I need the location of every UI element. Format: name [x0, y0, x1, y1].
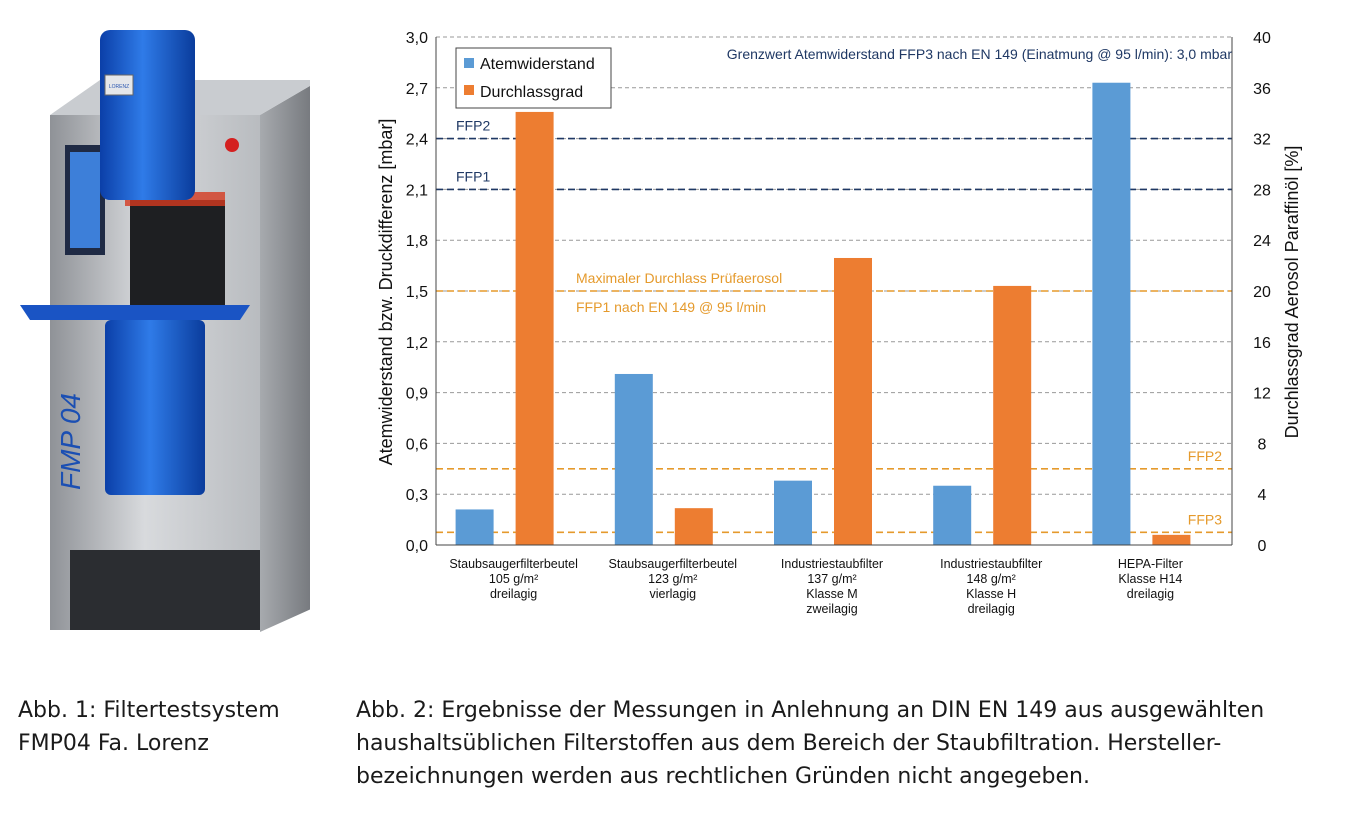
y-tick-left: 1,2 — [406, 335, 428, 352]
x-tick-label: Klasse H — [966, 587, 1016, 601]
legend-swatch-orange — [464, 85, 474, 95]
y-tick-right: 28 — [1253, 182, 1271, 199]
bars — [455, 82, 1191, 546]
y-tick-left: 2,4 — [406, 132, 428, 149]
caption-1-line: Abb. 1: Filtertestsystem — [18, 698, 280, 723]
x-tick-label: dreilagig — [968, 602, 1015, 616]
y-tick-right: 8 — [1258, 436, 1267, 453]
y-tick-left: 1,5 — [406, 284, 428, 301]
y-tick-left: 2,7 — [406, 81, 428, 98]
legend-box — [455, 47, 612, 109]
x-tick-label: Industriestaubfilter — [940, 557, 1042, 571]
y-tick-left: 1,8 — [406, 233, 428, 250]
reference-line-label: FFP2 — [456, 118, 490, 134]
y-axis-left-label: Atemwiderstand bzw. Druckdifferenz [mbar… — [376, 119, 396, 466]
y-tick-right: 12 — [1253, 386, 1271, 403]
caption-2-line: haushaltsüblichen Filterstoffen aus dem … — [356, 731, 1222, 756]
bar-durchlassgrad — [674, 508, 713, 545]
x-tick-label: 123 g/m² — [648, 572, 697, 586]
y-tick-left: 0,6 — [406, 436, 428, 453]
figure-2-caption: Abb. 2: Ergebnisse der Messungen in Anle… — [356, 694, 1356, 793]
caption-2-line: Abb. 2: Ergebnisse der Messungen in Anle… — [356, 698, 1265, 723]
x-tick-label: Staubsaugerfilterbeutel — [449, 557, 578, 571]
y-tick-right: 40 — [1253, 30, 1271, 47]
x-tick-label: Klasse M — [806, 587, 857, 601]
bar-atemwiderstand — [614, 373, 653, 545]
y-tick-left: 2,1 — [406, 182, 428, 199]
x-tick-label: 105 g/m² — [489, 572, 538, 586]
y-tick-right: 4 — [1258, 487, 1267, 504]
x-tick-label: zweilagig — [806, 602, 857, 616]
x-tick-label: Klasse H14 — [1118, 572, 1182, 586]
x-tick-label: vierlagig — [650, 587, 697, 601]
y-tick-left: 0,0 — [406, 538, 428, 555]
bar-durchlassgrad — [1152, 534, 1191, 545]
chart-note-grenzwert: Grenzwert Atemwiderstand FFP3 nach EN 14… — [727, 46, 1233, 62]
photo-machine-label: FMP 04 — [55, 393, 86, 490]
y-tick-left: 0,9 — [406, 386, 428, 403]
y-tick-right: 32 — [1253, 132, 1271, 149]
bar-durchlassgrad — [834, 257, 872, 545]
axes: 0,0 0 0,3 4 0,6 8 0,9 12 1,2 16 1,5 20 1,8 24 2,1 28 2,4… — [406, 30, 1271, 616]
bar-durchlassgrad — [993, 285, 1032, 545]
bar-atemwiderstand — [933, 485, 972, 545]
x-tick-label: 148 g/m² — [967, 572, 1016, 586]
legend-label-durchlassgrad: Durchlassgrad — [480, 84, 583, 101]
y-axis-right-label: Durchlassgrad Aerosol Paraffinöl [%] — [1282, 146, 1302, 439]
x-tick-label: HEPA-Filter — [1118, 557, 1183, 571]
x-tick-label: Staubsaugerfilterbeutel — [609, 557, 738, 571]
x-tick-label: Industriestaubfilter — [781, 557, 883, 571]
y-tick-right: 20 — [1253, 284, 1271, 301]
x-tick-label: dreilagig — [490, 587, 537, 601]
y-tick-left: 3,0 — [406, 30, 428, 47]
bar-atemwiderstand — [455, 509, 494, 545]
photo-brand-plate: LORENZ — [109, 84, 129, 90]
bar-atemwiderstand — [1092, 82, 1131, 545]
legend-label-atemwiderstand: Atemwiderstand — [480, 56, 595, 73]
reference-line-label: FFP1 — [456, 168, 490, 184]
x-tick-label: dreilagig — [1127, 587, 1174, 601]
y-tick-left: 0,3 — [406, 487, 428, 504]
reference-line-label: FFP3 — [1188, 511, 1222, 527]
reference-line-label: FFP2 — [1188, 448, 1222, 464]
figure-1-caption: Abb. 1: Filtertestsystem FMP04 Fa. Loren… — [18, 694, 338, 760]
filter-test-system-photo: LORENZ FMP 04 — [20, 30, 310, 632]
orange-annotation-line1: Maximaler Durchlass Prüfaerosol — [576, 270, 782, 286]
caption-1-line: FMP04 Fa. Lorenz — [18, 731, 209, 756]
caption-2-line: bezeichnungen werden aus rechtlichen Grü… — [356, 764, 1090, 789]
x-tick-label: 137 g/m² — [807, 572, 856, 586]
results-bar-chart: FFP2 FFP1 FFP2 FFP3 0,0 0 0,3 4 0,6 8 0,9 12 1,2 16 1… — [376, 30, 1302, 616]
bar-atemwiderstand — [774, 480, 812, 545]
bar-durchlassgrad — [515, 111, 554, 546]
y-tick-right: 24 — [1253, 233, 1271, 250]
y-tick-right: 36 — [1253, 81, 1271, 98]
y-tick-right: 0 — [1258, 538, 1267, 555]
orange-annotation-line2: FFP1 nach EN 149 @ 95 l/min — [576, 299, 766, 315]
legend-swatch-blue — [464, 58, 474, 68]
legend: Atemwiderstand Durchlassgrad — [455, 47, 612, 109]
y-tick-right: 16 — [1253, 335, 1271, 352]
